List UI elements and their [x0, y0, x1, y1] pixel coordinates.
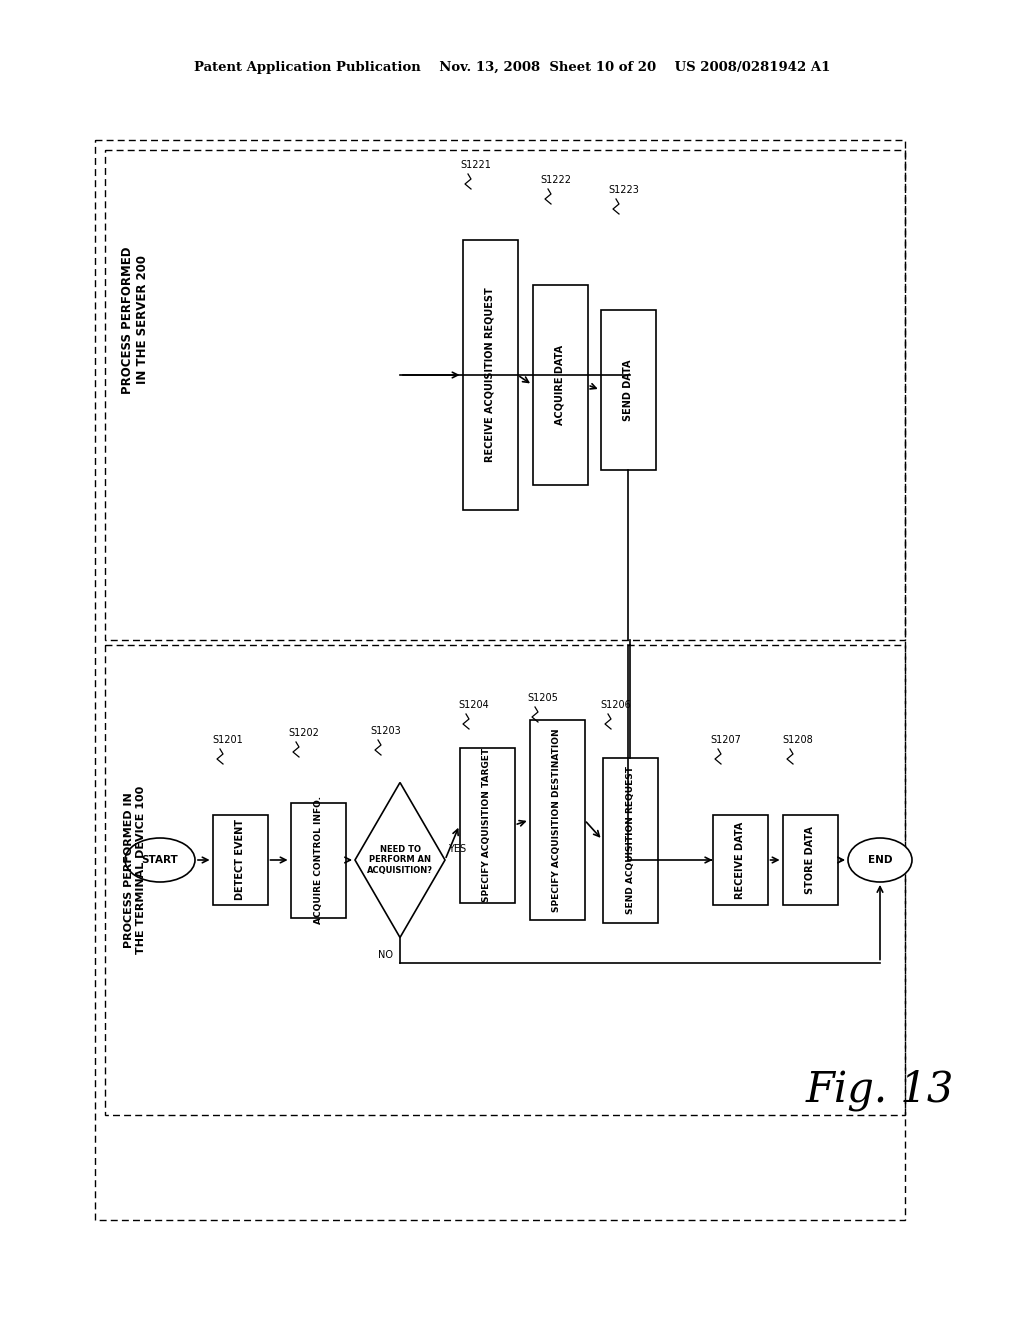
Text: RECEIVE ACQUISITION REQUEST: RECEIVE ACQUISITION REQUEST	[485, 288, 495, 462]
Text: SEND DATA: SEND DATA	[623, 359, 633, 421]
Bar	[291, 803, 345, 917]
Text: S1208: S1208	[782, 735, 813, 744]
Text: Fig. 13: Fig. 13	[806, 1069, 954, 1111]
Text: RECEIVE DATA: RECEIVE DATA	[735, 821, 745, 899]
Text: END: END	[867, 855, 892, 865]
Text: S1203: S1203	[370, 726, 400, 737]
Text: Patent Application Publication    Nov. 13, 2008  Sheet 10 of 20    US 2008/02819: Patent Application Publication Nov. 13, …	[194, 62, 830, 74]
Text: SPECIFY ACQUISITION DESTINATION: SPECIFY ACQUISITION DESTINATION	[553, 729, 561, 912]
Text: S1221: S1221	[460, 160, 490, 170]
Bar	[529, 719, 585, 920]
Bar	[463, 240, 517, 510]
Text: SEND ACQUISITION REQUEST: SEND ACQUISITION REQUEST	[626, 766, 635, 913]
Text: S1206: S1206	[600, 700, 631, 710]
Text: ACQUIRE DATA: ACQUIRE DATA	[555, 345, 565, 425]
Text: S1204: S1204	[458, 700, 488, 710]
Bar	[532, 285, 588, 484]
Text: SPECIFY ACQUISITION TARGET: SPECIFY ACQUISITION TARGET	[482, 748, 492, 902]
Bar	[95, 140, 905, 1220]
Text: START: START	[141, 855, 178, 865]
Ellipse shape	[848, 838, 912, 882]
Text: NO: NO	[378, 950, 393, 961]
Text: S1207: S1207	[710, 735, 741, 744]
Text: DETECT EVENT: DETECT EVENT	[234, 820, 245, 900]
Bar	[600, 310, 655, 470]
Text: PROCESS PERFORMED IN
THE TERMINAL DEVICE 100: PROCESS PERFORMED IN THE TERMINAL DEVICE…	[124, 785, 145, 954]
Text: NEED TO
PERFORM AN
ACQUISITION?: NEED TO PERFORM AN ACQUISITION?	[367, 845, 433, 875]
Text: S1201: S1201	[212, 735, 243, 744]
Text: S1222: S1222	[540, 176, 571, 185]
Text: YES: YES	[449, 843, 466, 854]
Text: ACQUIRE CONTROL INFO.: ACQUIRE CONTROL INFO.	[313, 796, 323, 924]
Bar	[105, 645, 905, 1115]
Text: STORE DATA: STORE DATA	[805, 826, 815, 894]
Bar	[782, 814, 838, 906]
Ellipse shape	[125, 838, 195, 882]
Polygon shape	[355, 783, 445, 937]
Bar	[602, 758, 657, 923]
Bar	[105, 150, 905, 640]
Text: PROCESS PERFORMED
IN THE SERVER 200: PROCESS PERFORMED IN THE SERVER 200	[121, 247, 150, 393]
Bar	[460, 747, 514, 903]
Text: S1223: S1223	[608, 185, 639, 195]
Text: S1205: S1205	[527, 693, 558, 704]
Text: S1202: S1202	[288, 729, 318, 738]
Bar	[713, 814, 768, 906]
Bar	[213, 814, 267, 906]
